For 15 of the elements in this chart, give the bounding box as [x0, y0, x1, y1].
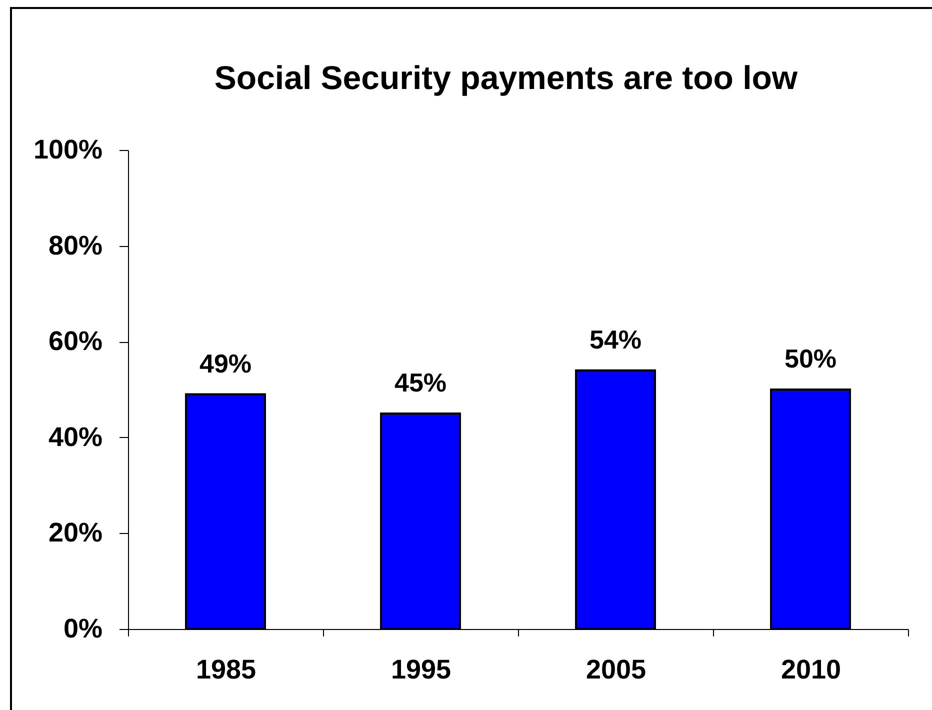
x-tick-label: 2005 [586, 654, 646, 684]
y-tick-label: 60% [48, 326, 102, 356]
data-label: 54% [589, 324, 642, 354]
y-tick-label: 80% [48, 230, 102, 260]
data-label: 50% [784, 344, 837, 374]
x-tick-label: 2010 [780, 654, 842, 684]
data-label: 49% [199, 348, 252, 378]
x-tick-label: 1985 [196, 654, 256, 684]
x-tick-label: 1995 [390, 654, 452, 684]
y-tick-label: 20% [48, 518, 102, 548]
data-label: 45% [394, 367, 447, 398]
chart-title: Social Security payments are too low [214, 59, 798, 96]
y-tick-label: 0% [63, 614, 102, 644]
y-tick-label: 40% [48, 422, 102, 452]
y-tick-label: 100% [33, 134, 102, 164]
